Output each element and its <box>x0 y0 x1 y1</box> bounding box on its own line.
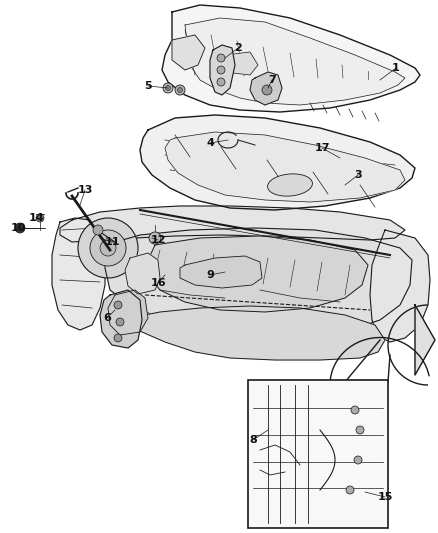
Circle shape <box>177 87 183 93</box>
Text: 1: 1 <box>392 63 400 73</box>
Circle shape <box>36 214 44 222</box>
Text: 17: 17 <box>314 143 330 153</box>
Polygon shape <box>415 305 435 375</box>
Circle shape <box>217 54 225 62</box>
Text: 6: 6 <box>103 313 111 323</box>
Polygon shape <box>140 115 415 210</box>
Circle shape <box>149 232 161 244</box>
Circle shape <box>166 85 170 91</box>
Circle shape <box>351 406 359 414</box>
Polygon shape <box>250 72 282 105</box>
Polygon shape <box>100 290 142 348</box>
Polygon shape <box>370 230 430 342</box>
Text: 16: 16 <box>150 278 166 288</box>
Text: 11: 11 <box>104 237 120 247</box>
Circle shape <box>175 85 185 95</box>
Text: 8: 8 <box>249 435 257 445</box>
Ellipse shape <box>268 174 312 196</box>
Circle shape <box>217 66 225 74</box>
Polygon shape <box>60 206 405 242</box>
Circle shape <box>354 456 362 464</box>
Polygon shape <box>108 290 148 335</box>
Text: 7: 7 <box>268 75 276 85</box>
Circle shape <box>114 301 122 309</box>
Circle shape <box>217 78 225 86</box>
Polygon shape <box>125 253 160 294</box>
Text: 14: 14 <box>29 213 45 223</box>
Circle shape <box>93 225 103 235</box>
Circle shape <box>116 318 124 326</box>
Polygon shape <box>220 52 258 75</box>
Polygon shape <box>172 35 205 70</box>
Polygon shape <box>105 228 412 336</box>
Text: 13: 13 <box>78 185 93 195</box>
Circle shape <box>90 230 126 266</box>
Circle shape <box>100 240 116 256</box>
Polygon shape <box>148 236 368 312</box>
Polygon shape <box>162 5 420 112</box>
Text: 10: 10 <box>11 223 26 233</box>
Text: 12: 12 <box>150 235 166 245</box>
Circle shape <box>346 486 354 494</box>
Circle shape <box>262 85 272 95</box>
Polygon shape <box>180 256 262 288</box>
Circle shape <box>114 334 122 342</box>
Text: 3: 3 <box>354 170 362 180</box>
Polygon shape <box>130 306 385 360</box>
Text: 9: 9 <box>206 270 214 280</box>
Polygon shape <box>185 18 405 105</box>
Circle shape <box>15 223 25 233</box>
Polygon shape <box>165 132 405 202</box>
Text: 2: 2 <box>234 43 242 53</box>
Polygon shape <box>210 45 235 95</box>
Circle shape <box>163 83 173 93</box>
Text: 15: 15 <box>377 492 393 502</box>
Circle shape <box>78 218 138 278</box>
Circle shape <box>356 426 364 434</box>
Bar <box>248 380 388 528</box>
Polygon shape <box>52 218 105 330</box>
Text: 5: 5 <box>144 81 152 91</box>
Text: 4: 4 <box>206 138 214 148</box>
